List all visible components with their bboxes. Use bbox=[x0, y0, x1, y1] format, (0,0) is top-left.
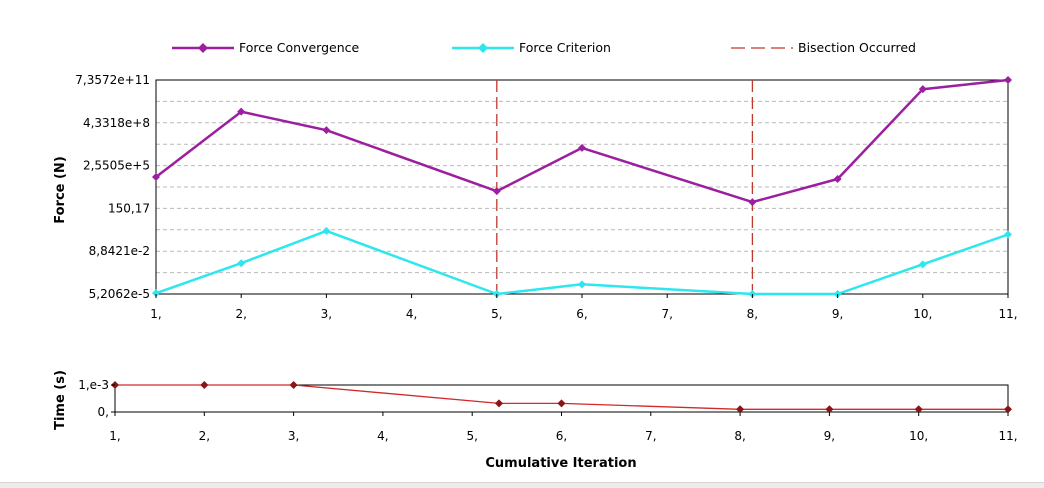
legend-item-force-criterion[interactable]: Force Criterion bbox=[452, 40, 611, 55]
force-y-tick-label: 4,3318e+8 bbox=[83, 116, 150, 130]
data-point-time[interactable] bbox=[1004, 405, 1012, 414]
data-point-force-convergence[interactable] bbox=[578, 143, 586, 152]
time-plot: 0, 1,e-3 1, 2, 3, 4, 5, 6, 7, 8, 9, 10, 11, Time (s… bbox=[53, 370, 1018, 471]
force-y-tick-label: 2,5505e+5 bbox=[83, 159, 150, 173]
legend: Force Convergence Force Criterion Bisect… bbox=[172, 40, 916, 55]
time-x-tick-labels: 1, 2, 3, 4, 5, 6, 7, 8, 9, 10, 11, bbox=[109, 412, 1018, 443]
time-x-tick-label: 9, bbox=[824, 429, 835, 443]
data-point-force-convergence[interactable] bbox=[322, 126, 331, 135]
force-x-tick-label: 5, bbox=[491, 307, 502, 321]
force-y-tick-label: 5,2062e-5 bbox=[89, 287, 150, 301]
force-x-tick-label: 6, bbox=[576, 307, 587, 321]
force-y-tick-labels: 5,2062e-5 8,8421e-2 150,17 2,5505e+5 4,3318e… bbox=[75, 73, 150, 301]
time-x-tick-label: 1, bbox=[109, 429, 120, 443]
series-line-force-convergence bbox=[155, 78, 1009, 204]
time-plot-frame bbox=[114, 384, 1009, 413]
time-x-tick-label: 7, bbox=[645, 429, 656, 443]
force-y-tick-label: 150,17 bbox=[108, 201, 150, 215]
time-y-tick-label: 0, bbox=[98, 405, 109, 419]
legend-marker-force-convergence bbox=[198, 43, 208, 53]
time-x-tick-label: 5, bbox=[466, 429, 477, 443]
data-point-time[interactable] bbox=[200, 381, 209, 389]
force-x-tick-label: 3, bbox=[321, 307, 332, 321]
data-point-time[interactable] bbox=[494, 399, 503, 408]
force-x-tick-label: 9, bbox=[832, 307, 843, 321]
data-point-force-convergence[interactable] bbox=[492, 187, 501, 196]
force-plot: 5,2062e-5 8,8421e-2 150,17 2,5505e+5 4,3318e… bbox=[53, 73, 1018, 321]
force-x-tick-labels: 1, 2, 3, 4, 5, 6, 7, 8, 9, 10, 11, bbox=[150, 294, 1018, 321]
force-x-tick-label: 7, bbox=[661, 307, 672, 321]
data-point-force-criterion[interactable] bbox=[918, 260, 927, 269]
x-axis-title: Cumulative Iteration bbox=[485, 456, 636, 471]
time-x-tick-label: 11, bbox=[998, 429, 1017, 443]
force-series bbox=[152, 76, 1012, 298]
time-x-tick-label: 3, bbox=[288, 429, 299, 443]
bisection-lines bbox=[496, 80, 754, 294]
data-point-force-convergence[interactable] bbox=[1004, 76, 1012, 84]
force-y-tick-label: 7,3572e+11 bbox=[75, 73, 150, 87]
data-point-time[interactable] bbox=[557, 399, 566, 408]
time-y-tick-label: 1,e-3 bbox=[78, 378, 109, 392]
legend-item-bisection-occurred[interactable]: Bisection Occurred bbox=[731, 40, 916, 55]
force-x-tick-label: 10, bbox=[913, 307, 932, 321]
time-y-axis-title: Time (s) bbox=[53, 370, 68, 430]
time-x-tick-label: 10, bbox=[909, 429, 928, 443]
force-y-tick-label: 8,8421e-2 bbox=[89, 244, 150, 258]
data-point-time[interactable] bbox=[825, 405, 834, 414]
data-point-force-convergence[interactable] bbox=[237, 107, 246, 116]
legend-label-force-convergence: Force Convergence bbox=[239, 40, 360, 55]
data-point-force-criterion[interactable] bbox=[152, 289, 160, 298]
time-x-tick-label: 2, bbox=[199, 429, 210, 443]
time-y-tick-labels: 0, 1,e-3 bbox=[78, 378, 115, 419]
bottom-divider bbox=[0, 482, 1044, 488]
force-x-tick-label: 11, bbox=[998, 307, 1017, 321]
data-point-force-criterion[interactable] bbox=[237, 259, 246, 268]
data-point-force-convergence[interactable] bbox=[918, 85, 927, 94]
data-point-time[interactable] bbox=[736, 405, 745, 414]
data-point-force-criterion[interactable] bbox=[322, 226, 331, 235]
data-point-force-criterion[interactable] bbox=[1004, 230, 1012, 239]
data-point-time[interactable] bbox=[289, 381, 298, 389]
data-point-time[interactable] bbox=[914, 405, 923, 414]
legend-item-force-convergence[interactable]: Force Convergence bbox=[172, 40, 360, 55]
force-x-tick-label: 2, bbox=[235, 307, 246, 321]
time-series bbox=[111, 381, 1012, 414]
force-y-axis-title: Force (N) bbox=[53, 156, 68, 224]
legend-label-bisection-occurred: Bisection Occurred bbox=[798, 40, 916, 55]
legend-label-force-criterion: Force Criterion bbox=[519, 40, 611, 55]
time-x-tick-label: 8, bbox=[734, 429, 745, 443]
time-x-tick-label: 6, bbox=[556, 429, 567, 443]
force-x-tick-label: 4, bbox=[406, 307, 417, 321]
force-x-tick-label: 8, bbox=[747, 307, 758, 321]
data-point-force-convergence[interactable] bbox=[833, 174, 842, 183]
force-grid bbox=[156, 100, 1008, 274]
data-point-force-convergence[interactable] bbox=[748, 198, 757, 207]
data-point-force-criterion[interactable] bbox=[578, 280, 586, 289]
legend-marker-force-criterion bbox=[478, 43, 488, 53]
data-point-force-convergence[interactable] bbox=[152, 173, 160, 182]
time-x-tick-label: 4, bbox=[377, 429, 388, 443]
force-x-tick-label: 1, bbox=[150, 307, 161, 321]
